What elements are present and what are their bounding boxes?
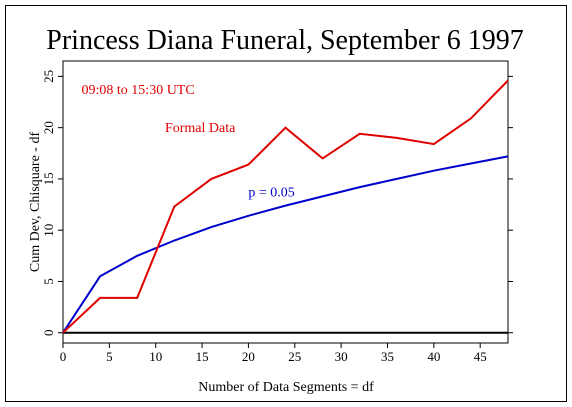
- y-tick-label: 15: [41, 172, 56, 185]
- plot-border: [62, 60, 509, 344]
- y-tick-label: 5: [41, 278, 56, 285]
- x-tick-label: 5: [106, 349, 113, 364]
- plot-area: 0 5 10 15 20 25 30 35 40 45 0 5 10 15 20 25 09:08 to 15:…: [41, 60, 513, 364]
- x-tick-label: 0: [60, 349, 67, 364]
- y-tick-label: 0: [41, 329, 56, 336]
- series-line-0: [62, 79, 509, 334]
- x-tick-label: 10: [149, 349, 162, 364]
- annotation-label: p = 0.05: [248, 185, 294, 200]
- x-tick-label: 45: [474, 349, 487, 364]
- x-tick-label: 20: [242, 349, 255, 364]
- chart-title: Princess Diana Funeral, September 6 1997: [46, 25, 523, 56]
- x-axis-label: Number of Data Segments = df: [198, 380, 374, 395]
- y-tick-label: 25: [41, 70, 56, 83]
- x-tick-label: 15: [196, 349, 209, 364]
- annotation-label: 09:08 to 15:30 UTC: [82, 83, 195, 98]
- x-tick-label: 35: [381, 349, 394, 364]
- annotation-label: Formal Data: [165, 121, 236, 136]
- y-tick-label: 10: [41, 224, 56, 237]
- x-tick-label: 30: [335, 349, 348, 364]
- y-axis-label: Cum Dev, Chisquare - df: [28, 132, 43, 273]
- x-tick-label: 40: [427, 349, 440, 364]
- series-line-1: [62, 155, 509, 334]
- chart-frame: [5, 5, 567, 402]
- y-tick-label: 20: [41, 121, 56, 134]
- x-tick-label: 25: [288, 349, 301, 364]
